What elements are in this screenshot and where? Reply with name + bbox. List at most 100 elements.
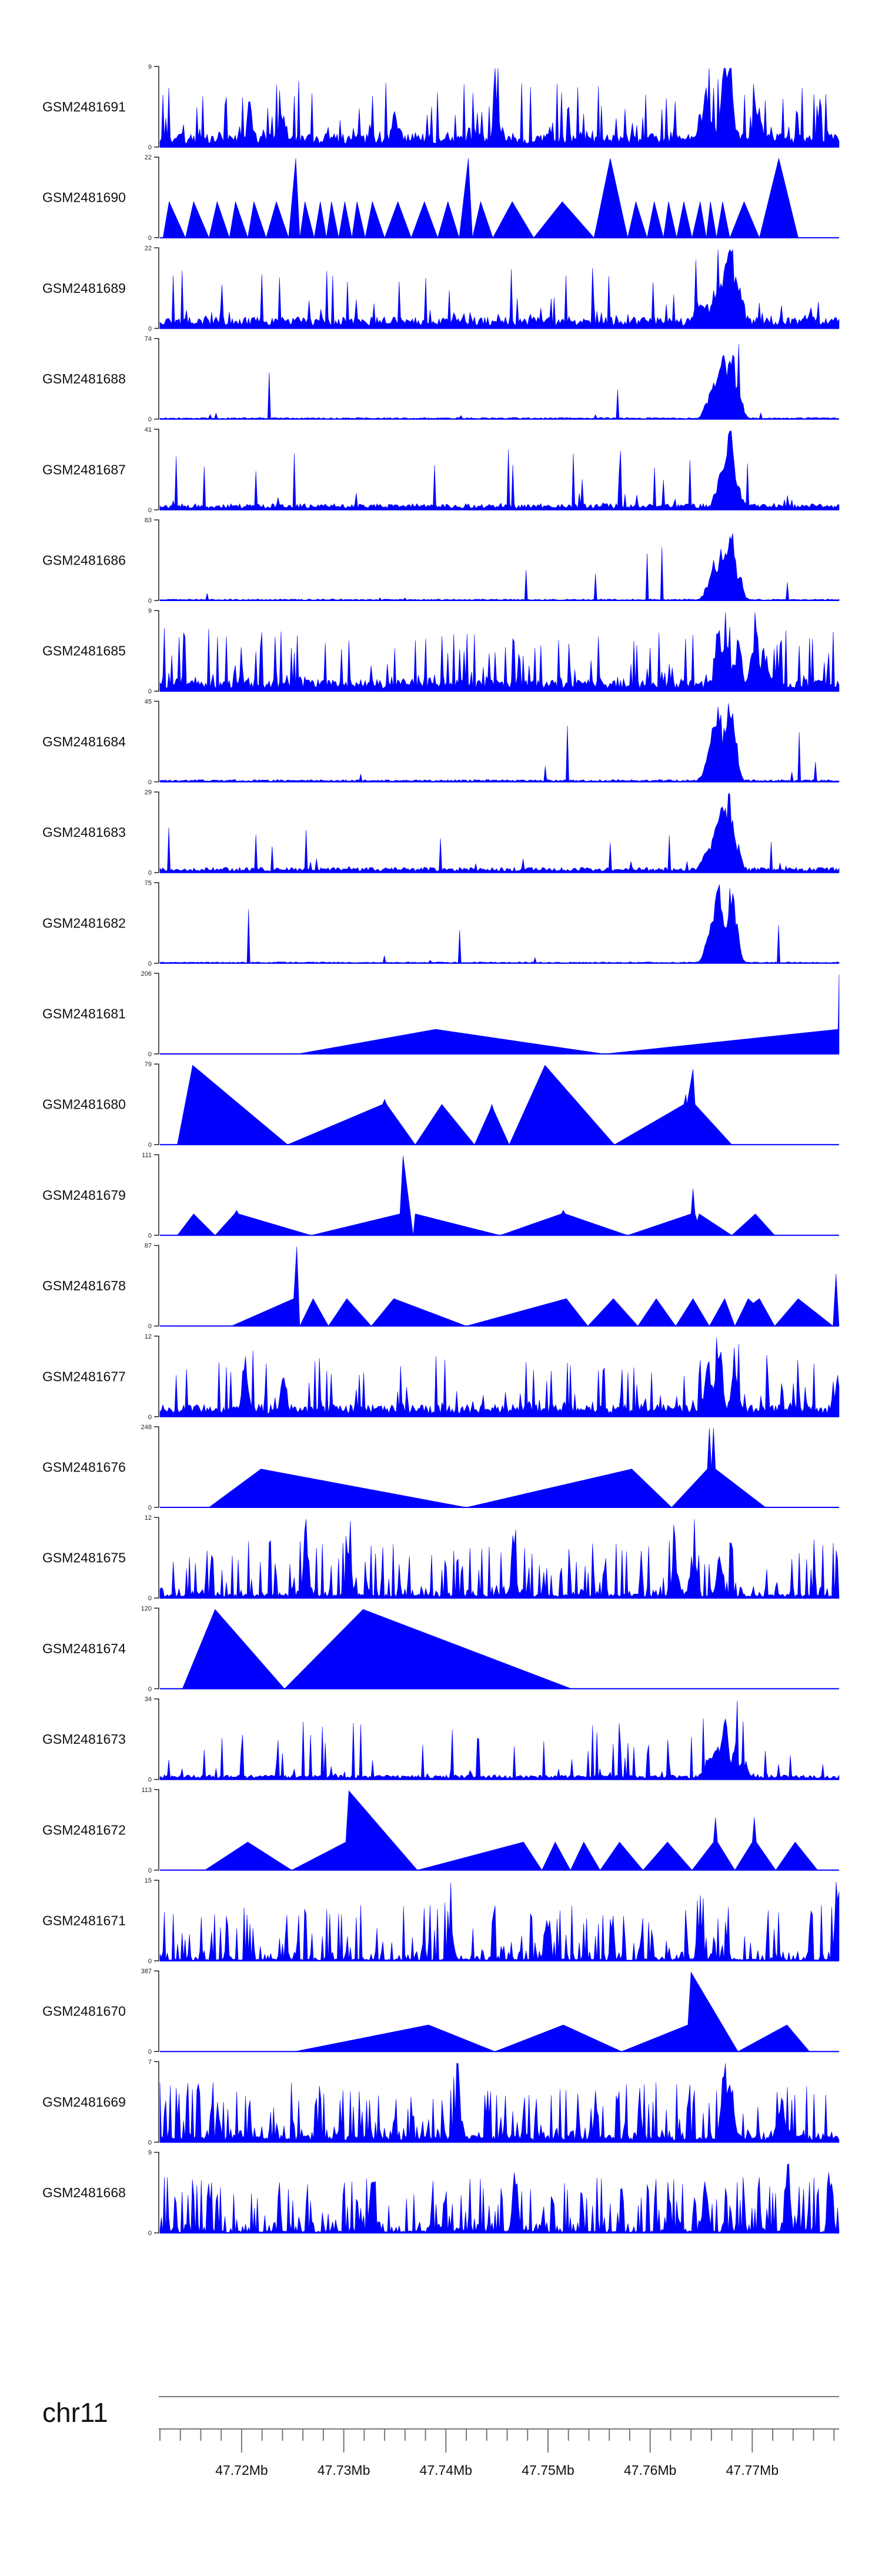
track-ymax-label: 7 — [148, 2058, 152, 2066]
track-signal-area — [208, 1427, 766, 1508]
track-ymax-label: 79 — [145, 1061, 152, 1068]
track-signal-area — [159, 1337, 840, 1417]
track-y-axis — [154, 156, 159, 238]
track-y-axis — [154, 1880, 159, 1961]
track-label: GSM2481669 — [42, 2094, 126, 2110]
track-ymin-label: 0 — [148, 779, 152, 786]
track-ymax-label: 12 — [145, 1514, 152, 1521]
track-label: GSM2481682 — [42, 915, 126, 930]
track-label: GSM2481689 — [42, 281, 126, 296]
track-GSM2481671: GSM2481671 15 0 — [42, 1877, 840, 1965]
track-ymin-label: 0 — [148, 2139, 152, 2146]
track-ymax-label: 248 — [141, 1424, 152, 1431]
track-GSM2481668: GSM2481668 9 0 — [42, 2150, 840, 2237]
track-ymax-label: 22 — [145, 154, 152, 161]
track-signal-area — [159, 344, 840, 419]
track-GSM2481687: GSM2481687 41 0 — [42, 426, 840, 514]
track-GSM2481674: GSM2481674 120 0 — [42, 1605, 839, 1693]
track-y-axis — [154, 1154, 159, 1236]
track-ymin-label: 0 — [148, 598, 152, 605]
track-label: GSM2481691 — [42, 99, 126, 115]
track-ymin-label: 0 — [148, 2048, 152, 2056]
track-y-axis — [154, 1336, 159, 1417]
track-y-axis — [154, 429, 159, 510]
track-ymax-label: 75 — [145, 880, 152, 887]
track-y-axis — [154, 791, 159, 873]
track-ymin-label: 0 — [148, 144, 152, 151]
track-y-axis — [154, 1789, 159, 1871]
track-label: GSM2481674 — [42, 1641, 126, 1656]
track-ymax-label: 74 — [145, 336, 152, 343]
track-ymin-label: 0 — [148, 416, 152, 423]
track-GSM2481670: GSM2481670 387 0 — [42, 1968, 839, 2056]
track-signal-area — [159, 1519, 840, 1599]
track-y-axis — [154, 338, 159, 420]
track-label: GSM2481684 — [42, 734, 126, 749]
track-label: GSM2481676 — [42, 1460, 126, 1475]
track-y-axis — [154, 1970, 159, 2052]
track-label: GSM2481671 — [42, 1913, 126, 1928]
track-GSM2481680: GSM2481680 79 0 — [42, 1061, 839, 1149]
track-ymax-label: 113 — [141, 1787, 152, 1794]
track-GSM2481690: GSM2481690 22 0 — [42, 154, 839, 242]
track-label: GSM2481687 — [42, 462, 126, 477]
track-GSM2481677: GSM2481677 12 0 — [42, 1333, 840, 1421]
track-y-axis — [154, 1517, 159, 1599]
track-signal-area — [159, 1881, 840, 1961]
track-GSM2481672: GSM2481672 113 0 — [42, 1787, 839, 1874]
track-label: GSM2481678 — [42, 1278, 126, 1293]
track-ymin-label: 0 — [148, 1142, 152, 1149]
track-signal-area — [159, 431, 840, 510]
track-label: GSM2481675 — [42, 1550, 126, 1566]
track-signal-area — [159, 2163, 840, 2233]
axis-tick-label: 47.77Mb — [726, 2462, 779, 2478]
track-y-axis — [154, 610, 159, 692]
track-y-axis — [154, 1607, 159, 1690]
track-y-axis — [154, 882, 159, 964]
track-GSM2481686: GSM2481686 83 0 — [42, 517, 840, 605]
axis-tick-label: 47.72Mb — [215, 2462, 268, 2478]
track-signal-area — [177, 1065, 733, 1145]
track-ymax-label: 45 — [145, 698, 152, 705]
track-ymax-label: 15 — [145, 1877, 152, 1884]
track-GSM2481682: GSM2481682 75 0 — [42, 880, 840, 967]
track-ymin-label: 0 — [148, 960, 152, 967]
track-label: GSM2481690 — [42, 190, 126, 205]
track-ymin-label: 0 — [148, 1051, 152, 1058]
track-ymin-label: 0 — [148, 688, 152, 695]
track-GSM2481669: GSM2481669 7 0 — [42, 2058, 840, 2146]
track-GSM2481689: GSM2481689 22 0 — [42, 245, 840, 332]
track-label: GSM2481673 — [42, 1731, 126, 1747]
track-ymax-label: 120 — [141, 1605, 152, 1612]
track-signal-area — [159, 612, 840, 692]
chromosome-label: chr11 — [42, 2397, 108, 2428]
track-y-axis — [154, 519, 159, 601]
track-label: GSM2481677 — [42, 1369, 126, 1384]
track-signal-area — [176, 1156, 776, 1236]
track-signal-area — [159, 703, 840, 782]
track-signal-area — [159, 533, 840, 601]
track-ymin-label: 0 — [148, 325, 152, 332]
track-signal-area — [159, 884, 840, 964]
track-signal-area — [159, 1700, 840, 1780]
track-y-axis — [154, 700, 159, 783]
track-signal-area — [159, 2063, 840, 2143]
track-label: GSM2481668 — [42, 2185, 126, 2200]
track-ymin-label: 0 — [148, 1867, 152, 1874]
track-signal-area — [159, 249, 840, 329]
track-GSM2481678: GSM2481678 87 0 — [42, 1243, 840, 1330]
track-y-axis — [154, 2061, 159, 2143]
track-GSM2481685: GSM2481685 9 0 — [42, 608, 840, 695]
track-y-axis — [154, 973, 159, 1055]
axis-ticks: 47.72Mb 47.73Mb 47.74Mb 47.75Mb 47.76Mb 47.77… — [159, 2429, 835, 2478]
track-ymin-label: 0 — [148, 507, 152, 514]
track-y-axis — [154, 66, 159, 148]
track-label: GSM2481685 — [42, 643, 126, 659]
track-ymin-label: 0 — [148, 1958, 152, 1965]
track-ymax-label: 111 — [142, 1152, 152, 1159]
track-signal-area — [162, 158, 799, 239]
track-ymax-label: 41 — [145, 426, 152, 433]
track-y-axis — [154, 1426, 159, 1508]
